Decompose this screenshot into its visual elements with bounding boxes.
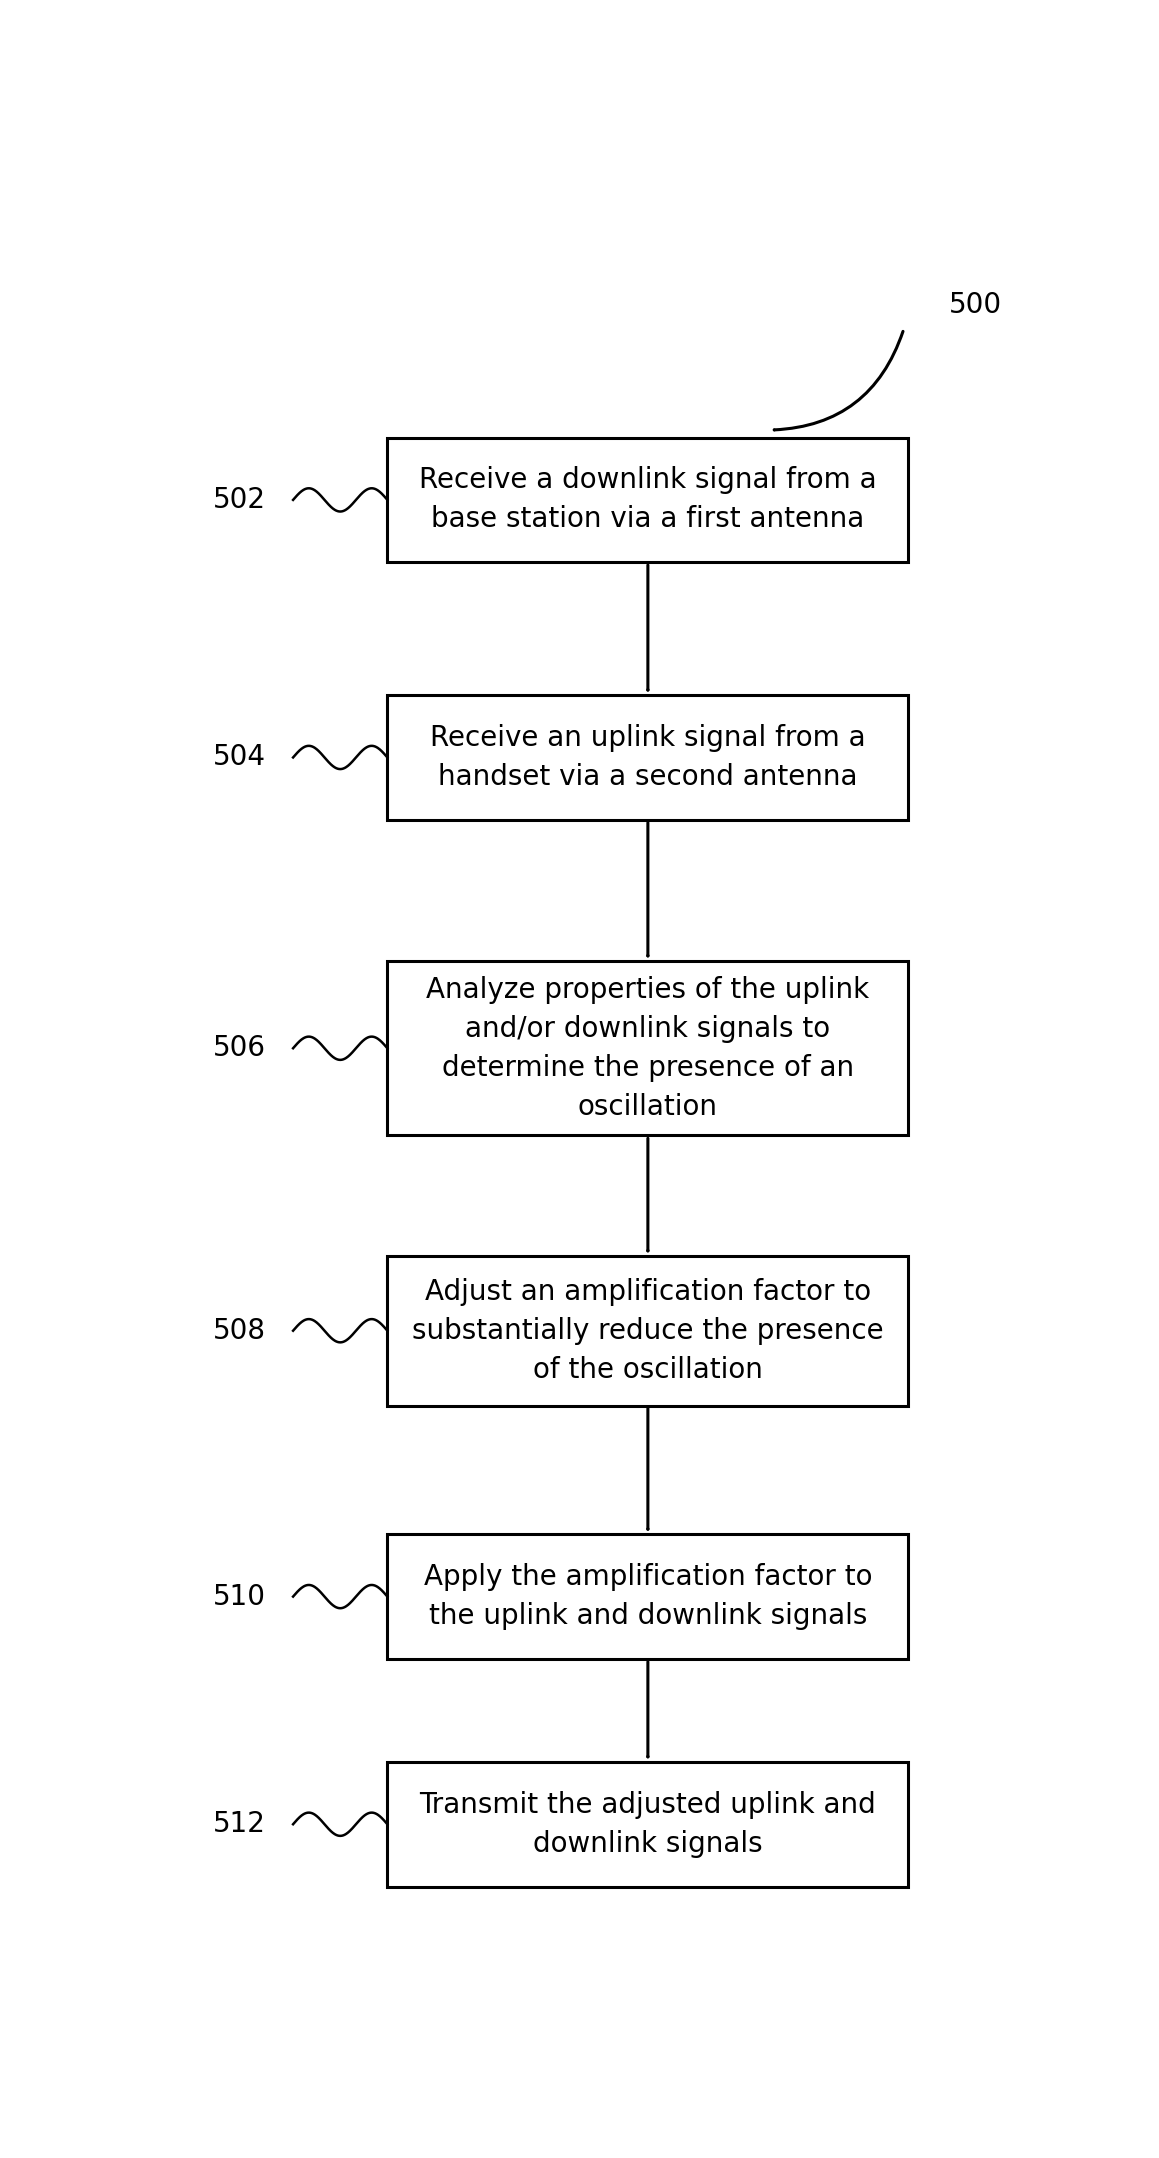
Bar bbox=[387, 960, 909, 1135]
Text: 506: 506 bbox=[213, 1034, 267, 1062]
Bar bbox=[387, 1534, 909, 1660]
Text: 502: 502 bbox=[213, 486, 267, 514]
Bar bbox=[387, 438, 909, 563]
Bar bbox=[387, 695, 909, 820]
Text: Apply the amplification factor to
the uplink and downlink signals: Apply the amplification factor to the up… bbox=[424, 1562, 872, 1629]
Text: 510: 510 bbox=[213, 1582, 267, 1610]
FancyArrowPatch shape bbox=[774, 332, 903, 429]
Text: 500: 500 bbox=[949, 291, 1001, 319]
Text: Receive an uplink signal from a
handset via a second antenna: Receive an uplink signal from a handset … bbox=[430, 723, 866, 792]
Text: 508: 508 bbox=[213, 1316, 267, 1344]
Text: Analyze properties of the uplink
and/or downlink signals to
determine the presen: Analyze properties of the uplink and/or … bbox=[427, 975, 869, 1120]
Text: Transmit the adjusted uplink and
downlink signals: Transmit the adjusted uplink and downlin… bbox=[420, 1791, 876, 1858]
Text: Adjust an amplification factor to
substantially reduce the presence
of the oscil: Adjust an amplification factor to substa… bbox=[413, 1278, 883, 1383]
Text: 504: 504 bbox=[213, 745, 267, 770]
Bar bbox=[387, 1256, 909, 1405]
Bar bbox=[387, 1761, 909, 1886]
Text: 512: 512 bbox=[213, 1811, 267, 1839]
Text: Receive a downlink signal from a
base station via a first antenna: Receive a downlink signal from a base st… bbox=[420, 466, 876, 533]
